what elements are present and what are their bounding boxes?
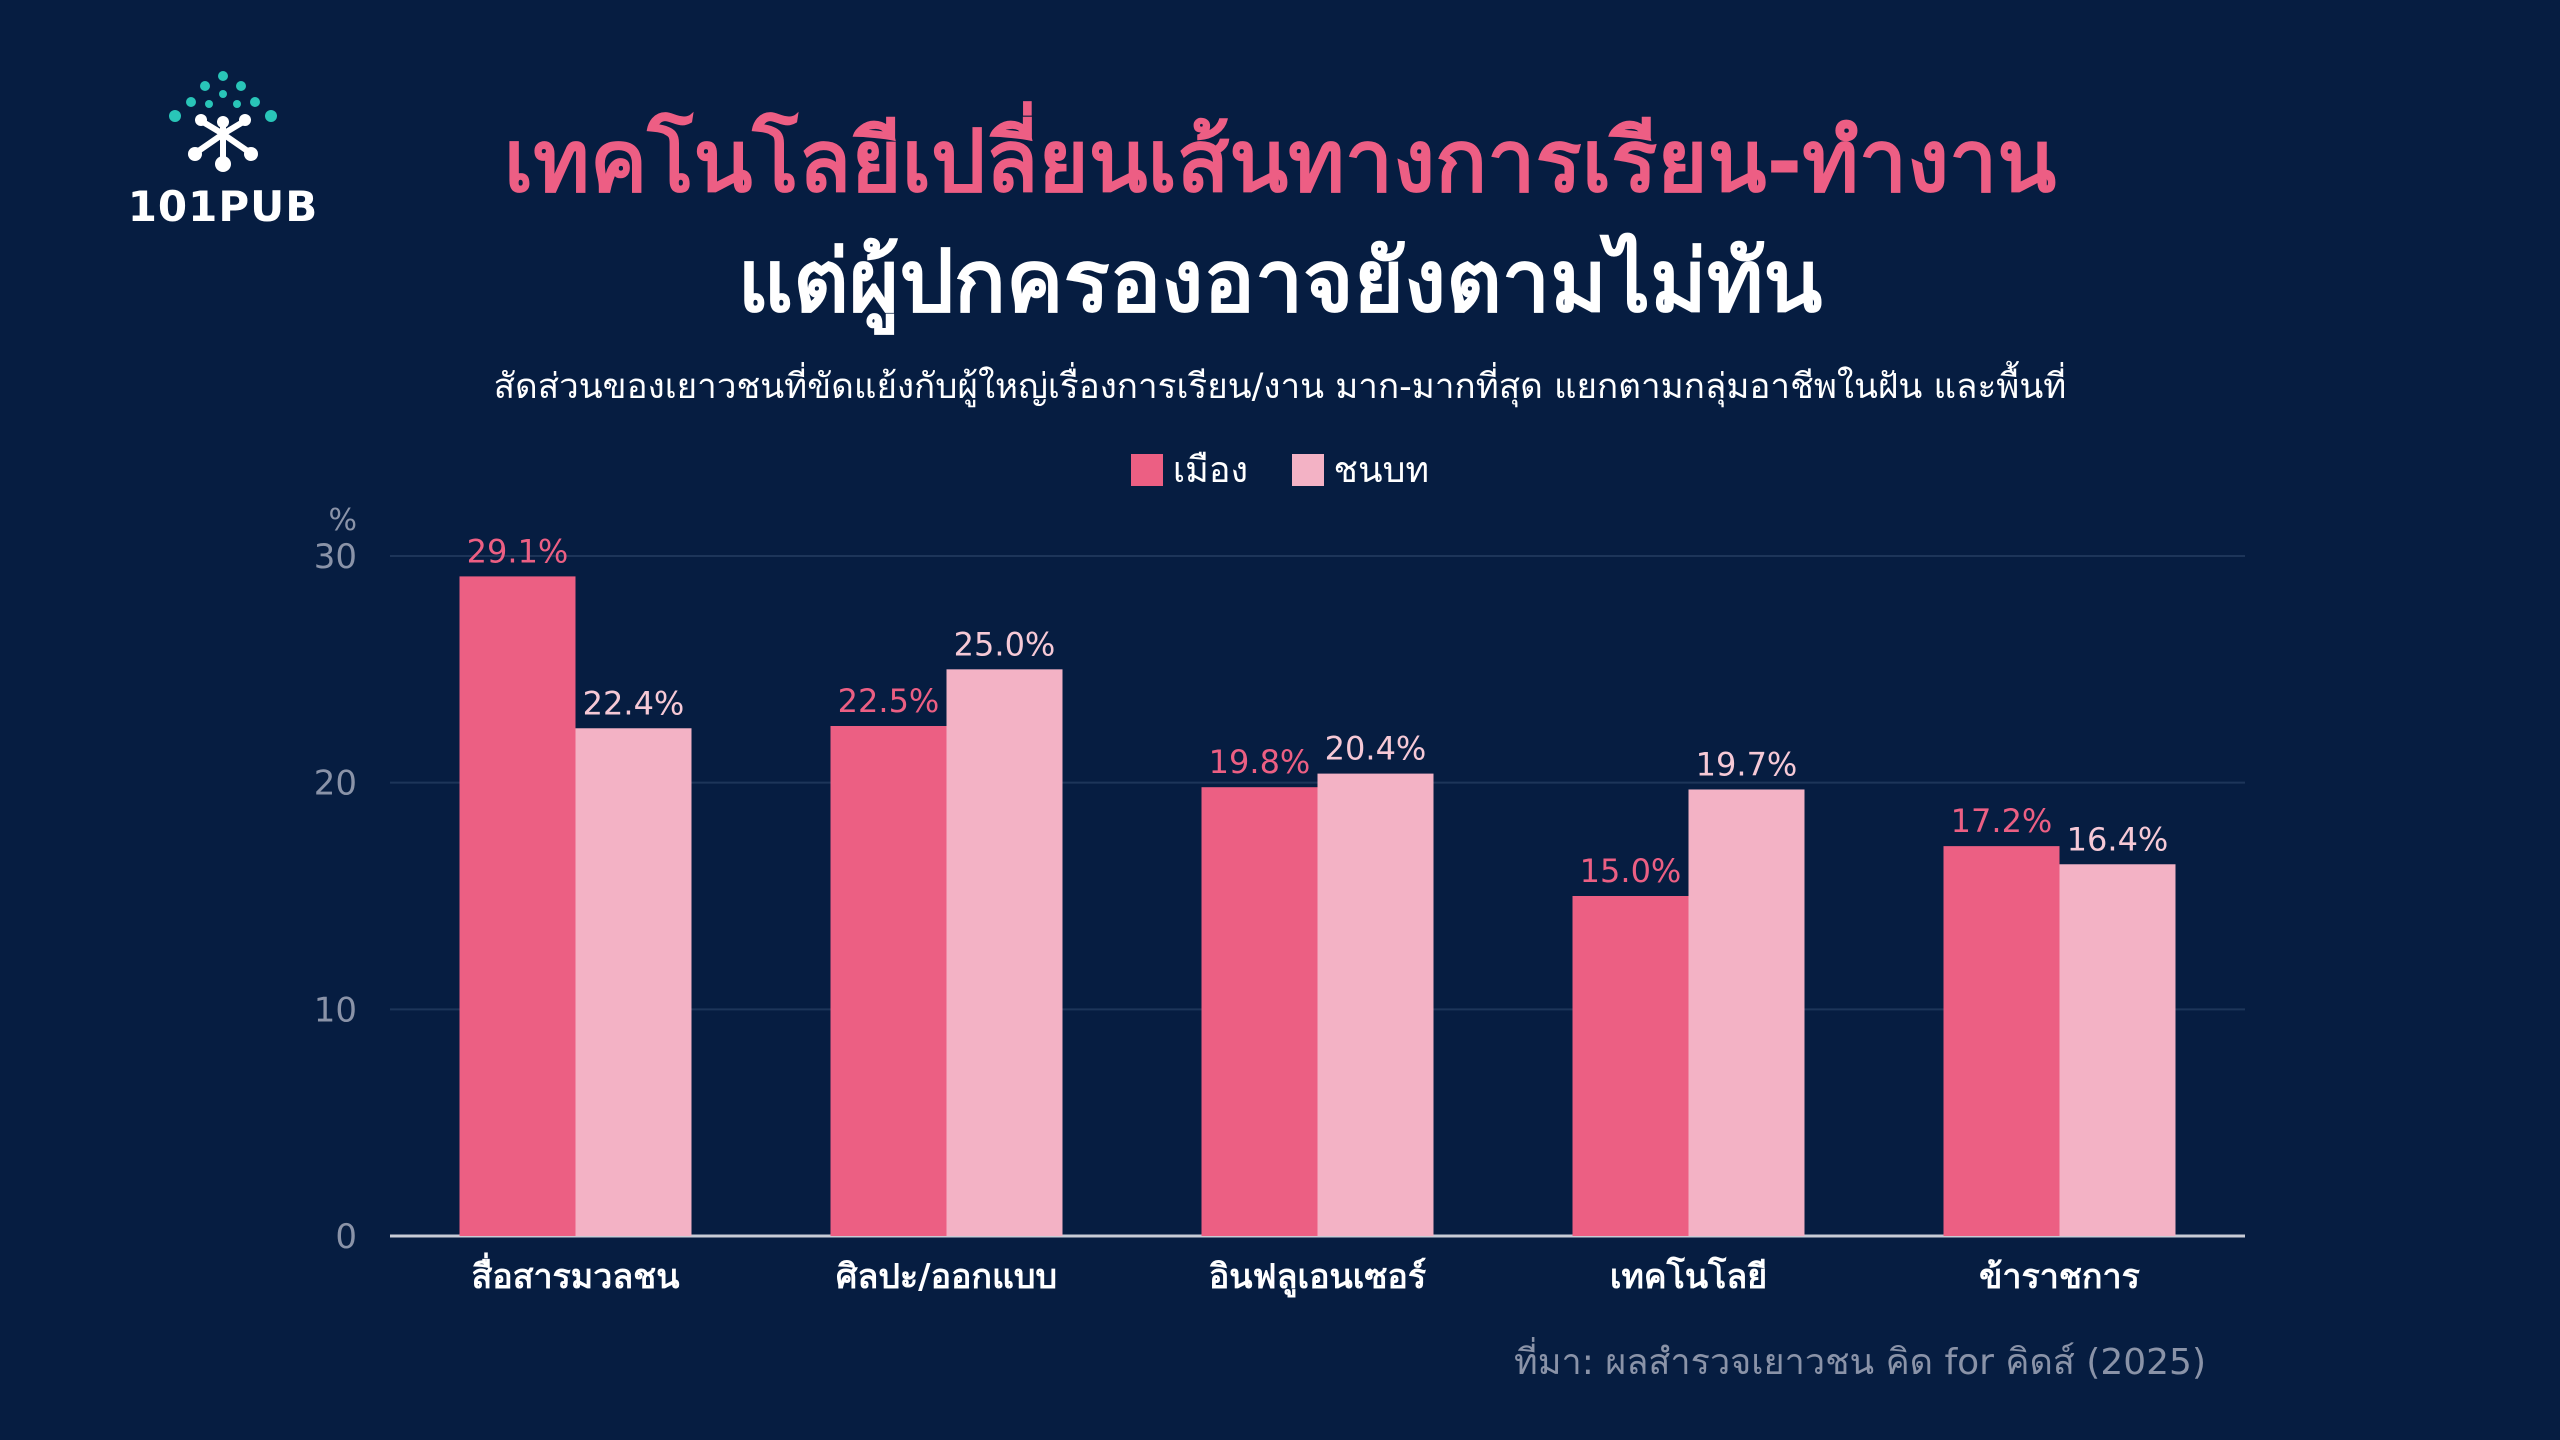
logo-text: 101PUB — [127, 182, 319, 231]
logo-network-icon — [169, 71, 277, 172]
y-tick-label: 30 — [314, 537, 357, 577]
logo-dot — [236, 81, 246, 91]
y-tick-label: 10 — [314, 990, 357, 1030]
logo-dot — [186, 97, 196, 107]
data-label: 22.5% — [838, 682, 940, 720]
bar-urban — [459, 576, 576, 1236]
x-tick-label: สื่อสารมวลชน — [472, 1252, 680, 1297]
data-label: 19.8% — [1209, 743, 1311, 781]
y-tick-label: 20 — [314, 764, 357, 804]
logo-dot — [218, 71, 228, 81]
bar-rural — [946, 669, 1063, 1236]
logo-node — [217, 116, 229, 128]
x-tick-label: ศิลปะ/ออกแบบ — [836, 1257, 1057, 1297]
bar-rural — [1688, 789, 1805, 1236]
brand-logo: 101PUB — [118, 64, 328, 234]
y-tick-label: 0 — [335, 1217, 357, 1257]
legend-swatch-urban — [1130, 454, 1163, 486]
logo-node — [244, 147, 258, 161]
legend-label-rural: ชนบท — [1333, 450, 1430, 491]
data-label: 17.2% — [1951, 802, 2053, 840]
chart-legend: เมือง ชนบท — [0, 448, 2560, 493]
data-label: 15.0% — [1580, 852, 1682, 890]
y-unit-label: % — [328, 503, 357, 538]
logo-dot — [205, 100, 213, 108]
logo-dot — [233, 100, 241, 108]
logo-node — [195, 114, 207, 126]
legend-item-rural: ชนบท — [1291, 449, 1430, 493]
logo-dot — [265, 110, 277, 122]
logo-stem — [194, 119, 252, 163]
data-label: 29.1% — [467, 532, 569, 570]
data-label: 19.7% — [1696, 745, 1798, 783]
logo-dot — [200, 81, 210, 91]
logo-dot — [219, 90, 227, 98]
logo-node — [215, 156, 231, 172]
bar-urban — [1943, 846, 2060, 1236]
bar-urban — [830, 726, 947, 1236]
logo-dot — [250, 97, 260, 107]
source-note: ที่มา: ผลสำรวจเยาวชน คิด for คิดส์ (2025… — [1514, 1342, 2206, 1383]
chart-title-line-2: แต่ผู้ปกครองอาจยังตามไม่ทัน — [737, 232, 1823, 332]
chart-title: เทคโนโลยีเปลี่ยนเส้นทางการเรียน-ทำงาน — [503, 112, 2057, 212]
logo-dot — [169, 110, 181, 122]
logo-node — [239, 114, 251, 126]
data-label: 16.4% — [2067, 820, 2169, 858]
x-tick-label: อินฟลูเอนเซอร์ — [1209, 1257, 1427, 1298]
data-label: 22.4% — [583, 684, 685, 722]
x-tick-label: เทคโนโลยี — [1610, 1256, 1767, 1297]
data-label: 20.4% — [1325, 730, 1427, 768]
legend-swatch-rural — [1291, 454, 1324, 486]
chart-subtitle: สัดส่วนของเยาวชนที่ขัดแย้งกับผู้ใหญ่เรื่… — [493, 367, 2067, 407]
legend-item-urban: เมือง — [1130, 449, 1249, 493]
bar-urban — [1201, 787, 1318, 1236]
data-label: 25.0% — [954, 625, 1056, 663]
bar-rural — [2059, 864, 2176, 1236]
bar-urban — [1572, 896, 1689, 1236]
bar-rural — [575, 728, 692, 1236]
logo-node — [188, 147, 202, 161]
bar-rural — [1317, 773, 1434, 1236]
legend-label-urban: เมือง — [1172, 450, 1249, 491]
x-tick-label: ข้าราชการ — [1979, 1257, 2140, 1297]
